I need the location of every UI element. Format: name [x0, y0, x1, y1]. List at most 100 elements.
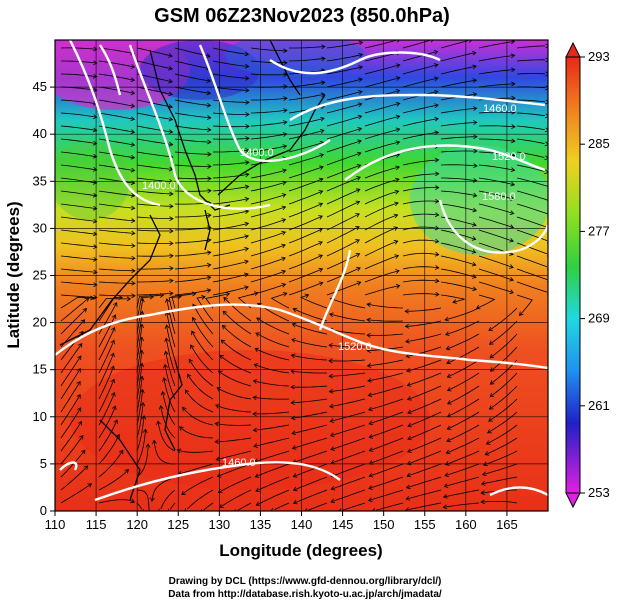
streamline	[364, 178, 400, 192]
streamline-arrow	[90, 295, 95, 301]
streamline-arrow	[435, 171, 440, 177]
streamline-arrow	[111, 326, 116, 332]
streamline-arrow	[435, 291, 440, 297]
streamline-arrow	[318, 228, 323, 233]
streamline	[440, 79, 477, 88]
streamline	[331, 463, 366, 477]
streamline-arrow	[330, 459, 336, 465]
streamline	[440, 242, 476, 253]
streamline-arrow	[206, 288, 212, 293]
streamline-arrow	[92, 218, 98, 224]
streamline-arrow	[244, 221, 250, 227]
streamline	[215, 450, 252, 461]
streamline	[191, 330, 214, 361]
contour-small-sw	[59, 461, 78, 471]
streamline	[440, 40, 469, 49]
streamline-arrow	[169, 216, 174, 222]
streamline-arrow	[434, 103, 439, 108]
contour-label: 1520.0	[338, 341, 372, 353]
streamline	[447, 398, 480, 417]
colorbar-tick-label: 261	[588, 398, 610, 413]
streamline-arrow	[206, 78, 212, 83]
streamline-arrow	[404, 507, 410, 511]
streamline	[406, 359, 442, 372]
y-tick-label: 15	[33, 362, 47, 377]
streamline	[250, 169, 287, 179]
streamline-arrow	[405, 484, 411, 490]
streamline	[402, 239, 439, 244]
streamline-arrow	[244, 209, 250, 214]
streamline-arrow	[355, 239, 360, 244]
streamline	[60, 421, 82, 452]
streamline-arrow	[253, 363, 259, 368]
contour-se	[489, 486, 548, 497]
streamline	[98, 268, 135, 272]
streamline	[330, 424, 366, 437]
streamline-arrow	[290, 369, 295, 374]
streamline-arrow	[82, 308, 88, 313]
streamline-arrow	[131, 280, 136, 286]
cool-green-east	[410, 145, 548, 255]
streamline	[136, 86, 173, 95]
streamline-arrow	[93, 244, 98, 250]
coast-sakhalin	[269, 40, 301, 96]
streamline-arrow	[87, 483, 93, 488]
streamline	[60, 177, 97, 184]
streamline	[328, 359, 366, 362]
streamline-arrow	[282, 120, 288, 125]
streamline	[217, 463, 252, 477]
streamline-arrow	[444, 331, 450, 336]
streamline	[326, 91, 363, 101]
streamline	[236, 502, 252, 511]
streamline-arrow	[281, 283, 287, 288]
x-tick-label: 150	[373, 517, 395, 532]
streamline	[516, 112, 545, 117]
streamline-arrow	[472, 50, 477, 56]
streamline-arrow	[221, 324, 227, 330]
streamline-arrow	[518, 311, 524, 316]
streamline	[326, 54, 363, 62]
streamline-arrow	[355, 213, 360, 218]
streamline	[168, 296, 182, 322]
streamline-arrow	[321, 56, 326, 62]
streamline	[60, 331, 84, 361]
streamline	[250, 257, 286, 270]
streamline-arrow	[472, 222, 477, 227]
streamline-arrow	[207, 139, 212, 145]
streamline	[98, 392, 115, 426]
streamline-arrow	[473, 134, 478, 140]
contour-label: 1400.0	[240, 147, 274, 159]
streamline-arrow	[283, 96, 288, 101]
streamline	[60, 449, 86, 478]
streamline-arrow	[318, 202, 324, 208]
streamline	[288, 241, 323, 257]
streamline-arrow	[292, 307, 298, 313]
streamline	[293, 476, 328, 491]
streamline-arrow	[435, 198, 440, 204]
streamline-arrow	[485, 440, 491, 445]
streamline	[60, 138, 97, 144]
streamline	[482, 463, 518, 476]
streamline	[402, 77, 438, 88]
streamline-arrow	[80, 319, 86, 324]
streamline-arrow	[283, 60, 288, 66]
streamline-arrow	[406, 472, 412, 478]
streamline	[174, 73, 211, 82]
streamline	[364, 102, 400, 114]
streamline	[478, 83, 515, 88]
streamline-arrow	[207, 176, 212, 182]
streamline-arrow	[444, 472, 449, 477]
streamline	[481, 500, 518, 504]
streamline	[516, 138, 545, 144]
streamline	[174, 112, 211, 119]
streamline-arrow	[509, 210, 515, 215]
streamline	[483, 450, 518, 466]
streamline-arrow	[244, 63, 250, 69]
streamline	[174, 60, 211, 70]
streamline	[136, 267, 174, 270]
streamline	[250, 244, 286, 257]
plot-area: 1400.0 1460.0 1520.0 1520.0 1580.0 1460.…	[55, 40, 548, 511]
streamline	[326, 213, 360, 231]
streamline	[440, 164, 478, 167]
streamline-arrow	[79, 434, 84, 440]
